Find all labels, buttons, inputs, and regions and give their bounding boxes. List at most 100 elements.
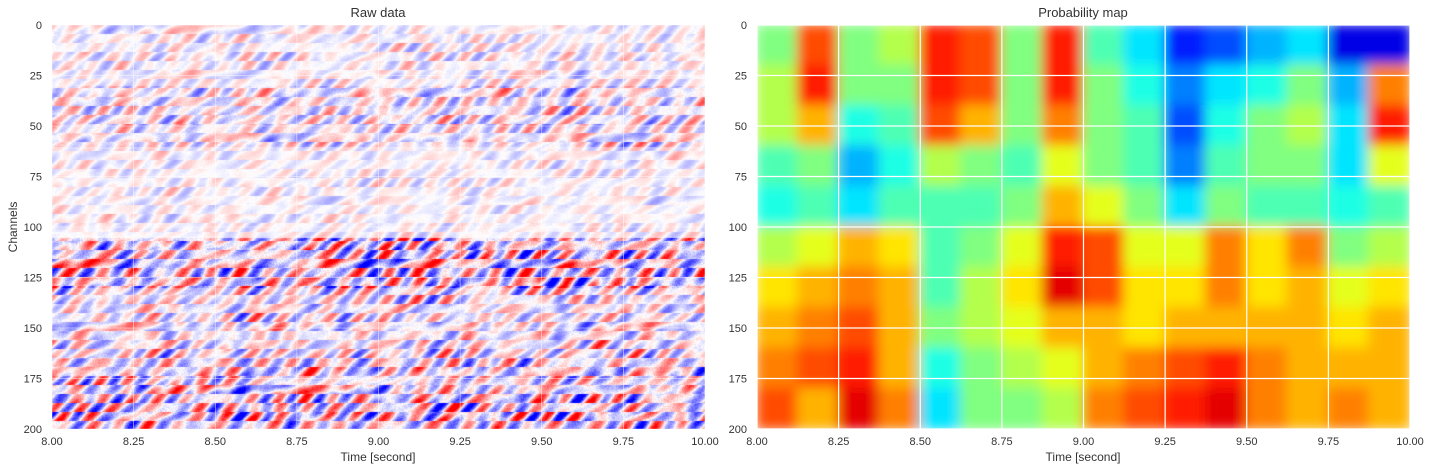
y-tick-label: 100 <box>24 222 42 234</box>
probability-cell <box>796 64 840 107</box>
y-tick-label: 75 <box>735 172 747 184</box>
probability-cell <box>919 64 963 107</box>
probability-cell <box>1204 64 1248 107</box>
probability-cell <box>919 226 963 269</box>
probability-cell <box>1123 145 1167 188</box>
y-tick-label: 125 <box>24 273 42 285</box>
probability-cell <box>1368 145 1410 188</box>
probability-cell <box>1041 387 1085 429</box>
probability-cell <box>1164 145 1207 188</box>
probability-cell <box>837 64 881 107</box>
x-tick-label: 9.00 <box>368 436 389 448</box>
probability-cell <box>1164 64 1207 107</box>
probability-cell <box>1082 145 1126 188</box>
probability-cell <box>1286 226 1330 269</box>
probability-cell <box>1245 145 1289 188</box>
probability-cell <box>878 347 922 390</box>
probability-cell <box>1000 185 1044 228</box>
probability-cell <box>837 347 881 390</box>
probability-cell <box>1164 347 1207 390</box>
probability-cell <box>1245 226 1289 269</box>
x-tick-label: 9.75 <box>613 436 634 448</box>
probability-cell <box>1041 25 1085 67</box>
y-tick-label: 150 <box>729 323 747 335</box>
probability-cell <box>1368 347 1410 390</box>
x-tick-label: 9.50 <box>1236 436 1257 448</box>
probability-cell <box>1368 266 1410 309</box>
probability-cell <box>919 25 963 67</box>
x-tick-label: 8.00 <box>41 436 62 448</box>
probability-cell <box>878 185 922 228</box>
y-tick-label: 0 <box>741 20 747 32</box>
probability-cell <box>1245 185 1289 228</box>
probability-cell <box>757 347 799 390</box>
probability-cell <box>1245 266 1289 309</box>
probability-cell <box>1082 185 1126 228</box>
probability-cell <box>1164 185 1207 228</box>
y-tick-label: 175 <box>24 374 42 386</box>
probability-cell <box>837 145 881 188</box>
probability-cell <box>837 185 881 228</box>
x-tick-label: 9.25 <box>1154 436 1175 448</box>
probability-cell <box>1245 347 1289 390</box>
probability-cell <box>796 145 840 188</box>
probability-cell <box>1286 25 1330 67</box>
probability-cell <box>1123 185 1167 228</box>
probability-cell <box>1082 266 1126 309</box>
probability-cell <box>1123 347 1167 390</box>
probability-cell <box>1204 25 1248 67</box>
probability-cell <box>919 347 963 390</box>
probability-cell <box>960 145 1003 188</box>
probability-cell <box>1164 25 1207 67</box>
probability-cell <box>1082 226 1126 269</box>
probability-cell <box>757 145 799 188</box>
probability-cell <box>1286 347 1330 390</box>
probability-cell <box>1286 64 1330 107</box>
probability-cell <box>757 266 799 309</box>
probability-cell <box>919 145 963 188</box>
probability-cell <box>960 387 1003 429</box>
probability-cell <box>1327 347 1371 390</box>
probability-cell <box>878 64 922 107</box>
y-tick-label: 150 <box>24 323 42 335</box>
probability-cell <box>1123 226 1167 269</box>
x-tick-label: 8.75 <box>991 436 1012 448</box>
y-tick-label: 125 <box>729 273 747 285</box>
x-tick-label: 8.75 <box>286 436 307 448</box>
x-tick-label: 9.00 <box>1073 436 1094 448</box>
probability-cell <box>796 387 840 429</box>
probability-cell <box>1368 387 1410 429</box>
x-tick-label: 9.25 <box>449 436 470 448</box>
probability-cell <box>1245 387 1289 429</box>
probability-cell <box>796 266 840 309</box>
probability-cell <box>1082 25 1126 67</box>
probability-cell <box>1164 226 1207 269</box>
probability-cell <box>1123 266 1167 309</box>
probability-cell <box>837 266 881 309</box>
probability-cell <box>960 25 1003 67</box>
left-title: Raw data <box>351 5 407 20</box>
probability-cell <box>1245 25 1289 67</box>
probability-cell <box>960 266 1003 309</box>
probability-cell <box>1164 266 1207 309</box>
probability-cell <box>1368 185 1410 228</box>
probability-cell <box>1286 266 1330 309</box>
probability-cell <box>1204 185 1248 228</box>
probability-cell <box>1327 226 1371 269</box>
x-tick-label: 10.00 <box>1396 436 1424 448</box>
probability-cell <box>1000 145 1044 188</box>
probability-cell <box>878 387 922 429</box>
x-tick-label: 8.00 <box>746 436 767 448</box>
probability-cell <box>757 387 799 429</box>
probability-cell <box>1082 64 1126 107</box>
probability-cell <box>1286 387 1330 429</box>
probability-cell <box>1041 185 1085 228</box>
y-tick-label: 100 <box>729 222 747 234</box>
probability-cell <box>1082 347 1126 390</box>
y-tick-label: 200 <box>729 424 747 436</box>
probability-cell <box>1000 64 1044 107</box>
x-tick-label: 8.50 <box>205 436 226 448</box>
probability-cell <box>1204 226 1248 269</box>
probability-cell <box>960 64 1003 107</box>
